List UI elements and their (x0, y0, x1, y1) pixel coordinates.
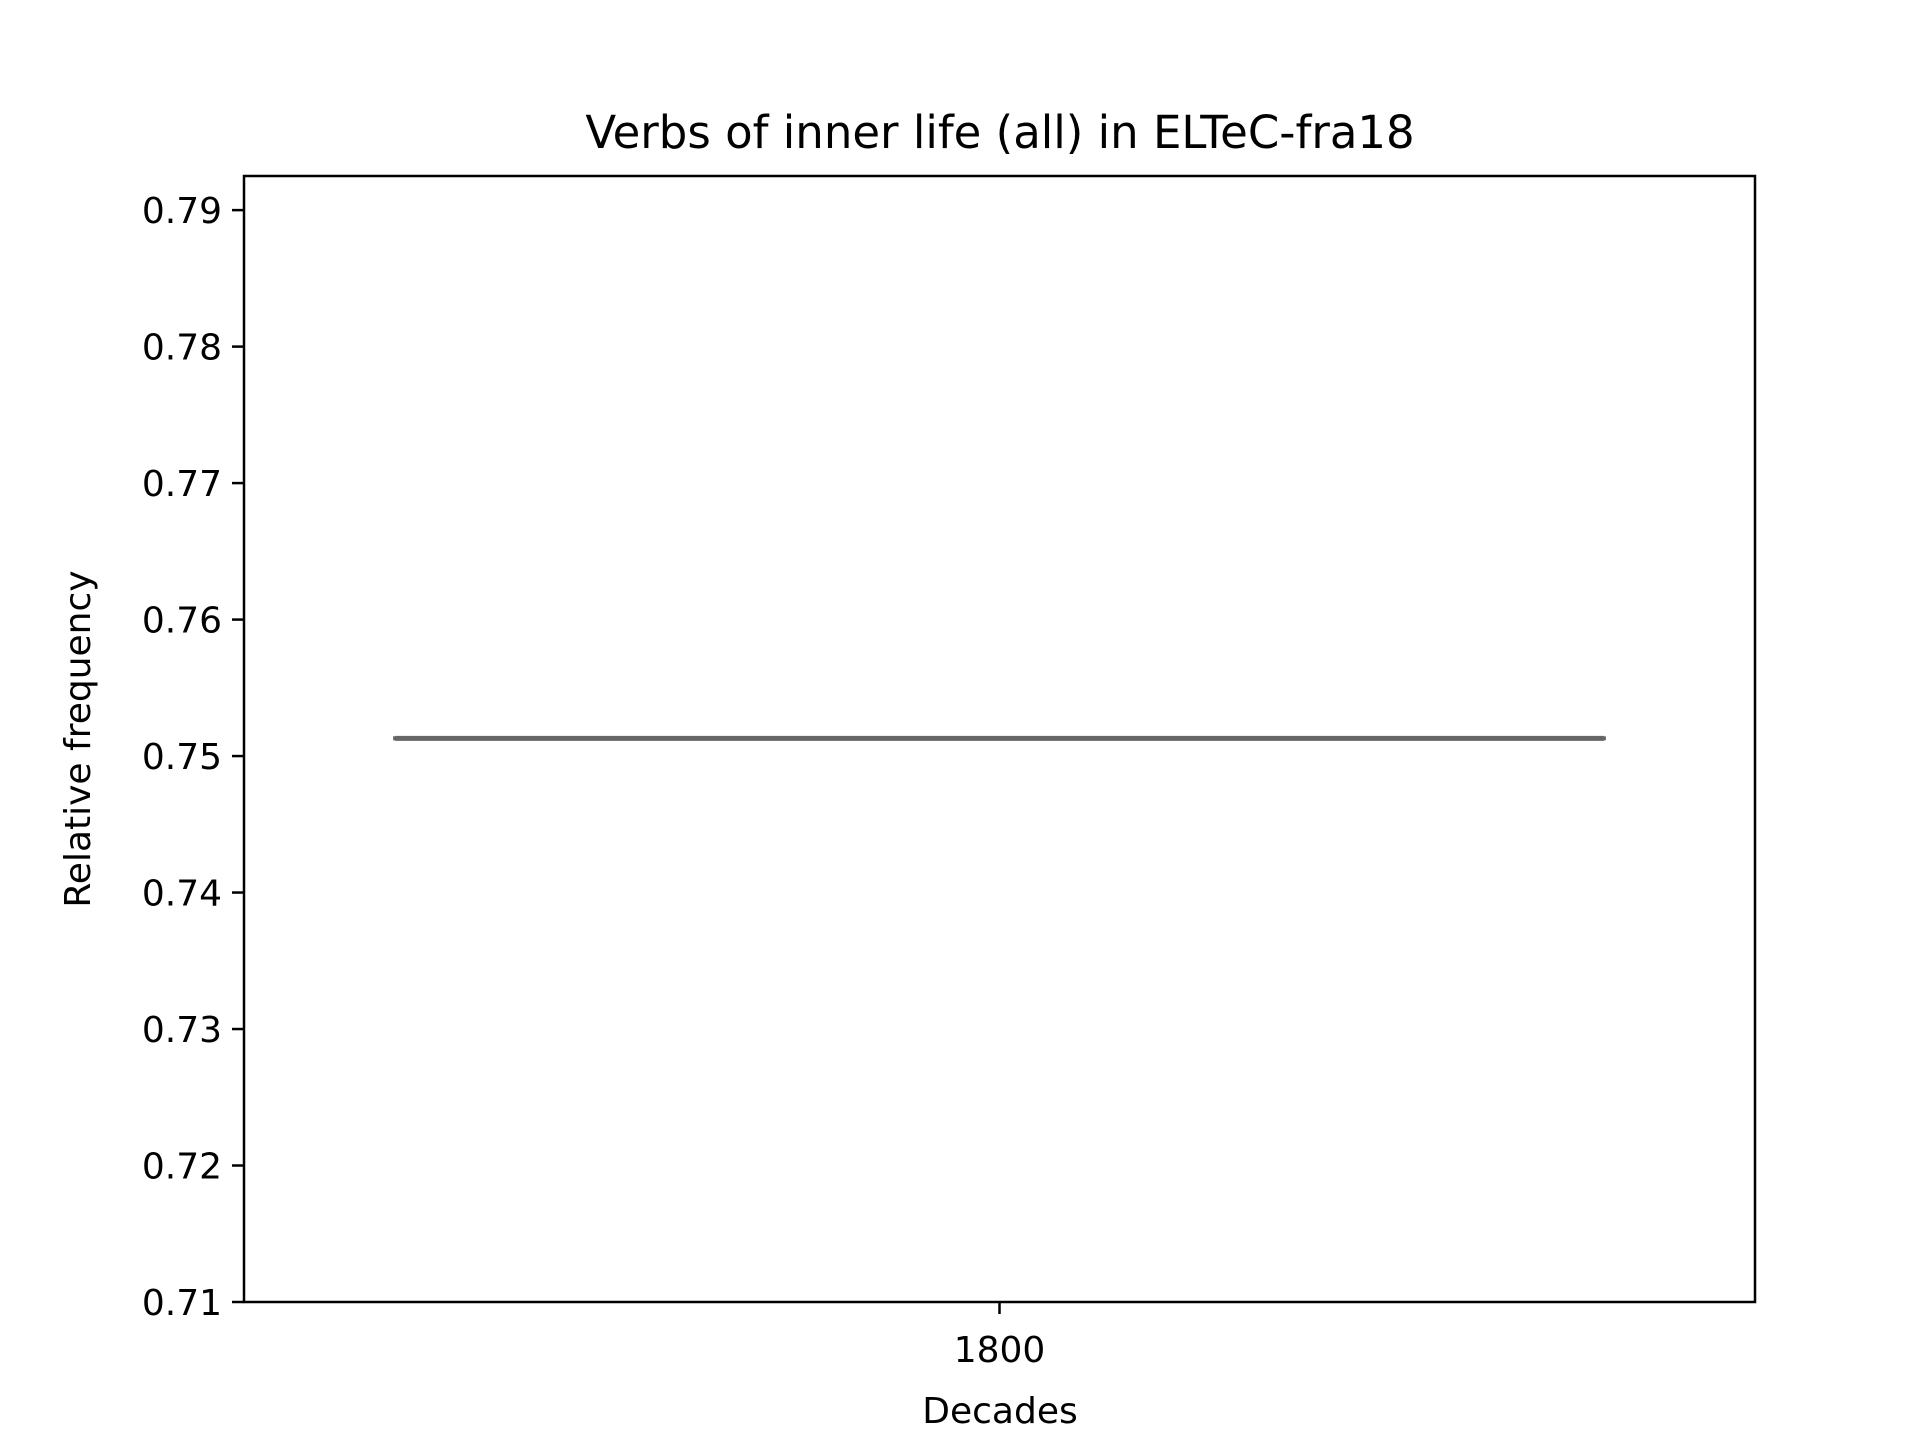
x-axis-label: Decades (922, 1391, 1077, 1432)
y-tick-label: 0.73 (142, 1010, 222, 1051)
x-axis-ticks: 1800 (954, 1302, 1046, 1371)
x-tick-label: 1800 (954, 1330, 1046, 1371)
y-tick-label: 0.78 (142, 328, 222, 369)
y-tick-label: 0.76 (142, 601, 222, 642)
y-tick-label: 0.79 (142, 191, 222, 232)
y-axis-label: Relative frequency (58, 570, 99, 907)
y-tick-label: 0.71 (142, 1283, 222, 1324)
y-tick-label: 0.75 (142, 737, 222, 778)
y-tick-label: 0.72 (142, 1147, 222, 1188)
y-tick-label: 0.77 (142, 464, 222, 505)
y-axis-ticks: 0.71 0.72 0.73 0.74 0.75 0.76 0.77 0.78 0.79 (142, 191, 244, 1324)
chart-title: Verbs of inner life (all) in ELTeC-fra18 (585, 106, 1414, 159)
y-tick-label: 0.74 (142, 874, 222, 915)
